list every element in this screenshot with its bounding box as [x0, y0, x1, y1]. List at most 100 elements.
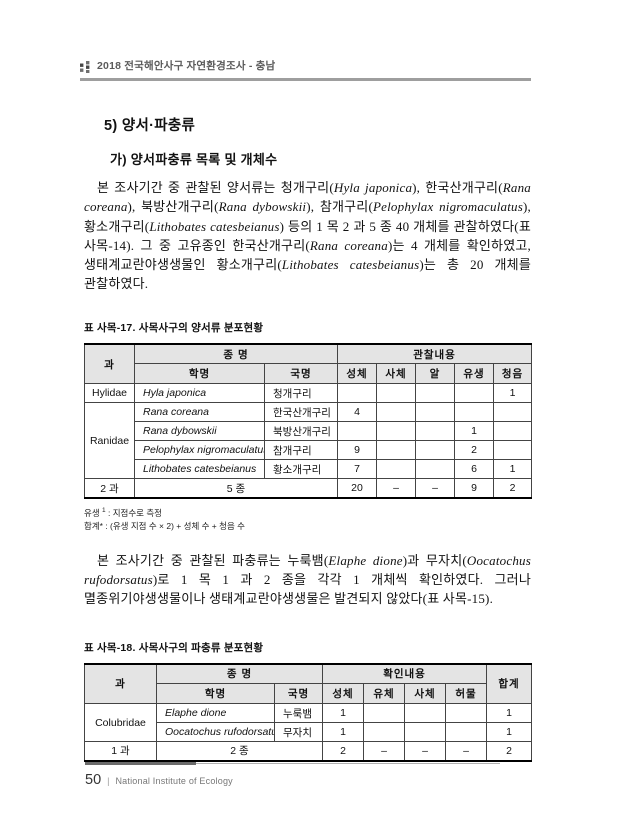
header-row: 학명 국명 성체 사체 알 유생 청음 — [85, 363, 533, 385]
cell-total: 1 — [486, 703, 533, 723]
text-run: )는 4 개체를 확인하였고, 생태계교란야생생물인 황소개구리( — [84, 237, 531, 273]
col-juvenile: 유체 — [363, 683, 405, 704]
reptile-table: 과 종 명 확인내용 합계 학명 국명 성체 유체 사체 허물 Colubrid… — [84, 662, 533, 762]
page-number: 50 — [85, 772, 102, 788]
footer-separator: | — [107, 776, 110, 786]
page-header: 2018 전국해안사구 자연환경조사 - 충남 — [0, 58, 619, 81]
cell-dead — [376, 421, 416, 442]
cell-korean-name: 참개구리 — [264, 440, 338, 461]
cell-species-total: 2 종 — [156, 741, 323, 761]
cell-call — [492, 440, 533, 461]
cell-dead — [376, 459, 416, 480]
table-row: Rana dybowskii 북방산개구리 1 — [85, 421, 533, 442]
text-run: )로 1 목 1 과 2 종을 각각 1 개체씩 확인하였다. 그러나 멸종위기… — [84, 571, 531, 607]
species-name: Hyla japonica — [333, 180, 413, 195]
table-header: 과 종 명 확인내용 합계 학명 국명 성체 유체 사체 허물 — [84, 663, 533, 704]
cell-call: 1 — [492, 459, 533, 480]
text-run: ), 북방산개구리( — [127, 199, 219, 215]
col-shed-skin: 허물 — [444, 683, 488, 704]
text-run: )는 총 20 개체를 관찰하였다. — [84, 257, 531, 292]
cell-total-sum: 2 — [486, 741, 533, 761]
table-caption: 표 사목-17. 사목사구의 양서류 분포현황 — [84, 321, 264, 334]
cell-egg — [415, 440, 455, 461]
cell-korean-name: 황소개구리 — [264, 459, 338, 480]
cell-adult: 7 — [337, 459, 377, 480]
cell-species-total: 5 종 — [134, 478, 338, 499]
cell-egg-total: – — [415, 478, 455, 499]
cell-larva — [454, 402, 494, 423]
cell-scientific-name: Hyla japonica — [134, 383, 265, 404]
col-family: 과 — [84, 343, 135, 385]
cell-dead — [376, 440, 416, 461]
species-name: Rana coreana — [84, 180, 531, 215]
col-confirmation-group: 확인내용 — [321, 663, 488, 684]
footnote: 유생 1 : 지점수로 측정 — [84, 504, 531, 520]
footer-divider-thin — [196, 763, 500, 764]
text-run: ) 등의 1 목 2 과 5 종 40 개체를 관찰하였다(표 사목-14). … — [84, 218, 531, 253]
col-korean-name: 국명 — [264, 363, 338, 385]
col-observation-group: 관찰내용 — [336, 343, 533, 365]
page-content: 5) 양서·파충류 가) 양서파충류 목록 및 개체수 본 조사기간 중 관찰된… — [0, 114, 619, 762]
col-scientific-name: 학명 — [134, 363, 265, 385]
table-body: Hylidae Hyla japonica 청개구리 1 Ranidae Ran… — [84, 383, 533, 499]
col-family: 과 — [84, 663, 157, 704]
cell-dead-total: – — [376, 478, 416, 499]
table-row: Lithobates catesbeianus 황소개구리 7 6 1 — [85, 459, 533, 480]
footer-text: 50 | National Institute of Ecology — [85, 772, 619, 788]
cell-dead — [404, 722, 446, 742]
col-total: 합계 — [486, 663, 533, 704]
cell-family: Ranidae — [84, 402, 135, 480]
cell-family: Hylidae — [84, 383, 135, 404]
col-korean-name: 국명 — [274, 683, 323, 704]
col-scientific-name: 학명 — [156, 683, 275, 704]
table-row: Colubridae Elaphe dione 누룩뱀 1 1 — [84, 703, 533, 742]
table-row: Oocatochus rufodorsatus 무자치 1 1 — [85, 722, 533, 742]
footnote-superscript: 1 — [102, 506, 106, 514]
table-caption: 표 사목-18. 사목사구의 파충류 분포현황 — [84, 641, 264, 654]
cell-adult — [337, 421, 377, 442]
cell-egg — [415, 383, 455, 404]
cell-egg — [415, 421, 455, 442]
species-name: Rana dybowskii — [218, 199, 307, 215]
species-name: Oocatochus rufodorsatus — [84, 552, 531, 587]
cell-dead — [404, 703, 446, 723]
cell-korean-name: 무자치 — [274, 722, 323, 742]
cell-shed-skin-total: – — [444, 741, 488, 761]
text-run: 본 조사기간 중 관찰된 양서류는 청개구리( — [97, 180, 334, 195]
footnote: 합계* : (유생 지점 수 × 2) + 성체 수 + 청음 수 — [84, 520, 245, 531]
summary-row: 2 과 5 종 20 – – 9 2 — [84, 478, 533, 499]
cell-scientific-name: Lithobates catesbeianus — [134, 459, 265, 480]
footer-divider-thick — [85, 762, 196, 765]
header-row: 과 종 명 관찰내용 — [84, 343, 533, 385]
header-divider — [80, 78, 531, 81]
cell-korean-name: 한국산개구리 — [264, 402, 338, 423]
cell-larva: 6 — [454, 459, 494, 480]
dots-icon — [80, 60, 91, 73]
cell-adult: 1 — [322, 703, 364, 723]
col-species-group: 종 명 — [156, 663, 323, 684]
cell-shed-skin — [444, 703, 488, 723]
section-heading: 5) 양서·파충류 — [104, 118, 196, 134]
cell-call — [492, 421, 533, 442]
species-name: Pelophylax nigromaculatus — [373, 199, 524, 215]
text-run: ), 한국산개구리( — [412, 180, 503, 195]
col-adult: 성체 — [337, 363, 377, 385]
species-name: Rana coreana — [309, 237, 388, 253]
text-run: ), 참개구리( — [306, 199, 373, 215]
col-dead: 사체 — [404, 683, 446, 704]
cell-juvenile-total: – — [363, 741, 405, 761]
cell-call: 1 — [492, 383, 533, 404]
cell-egg — [415, 459, 455, 480]
cell-family: Colubridae — [84, 703, 157, 742]
cell-shed-skin — [444, 722, 488, 742]
report-title: 2018 전국해안사구 자연환경조사 - 충남 — [97, 60, 276, 72]
table-row: Hylidae Hyla japonica 청개구리 1 — [84, 383, 533, 404]
cell-total: 1 — [486, 722, 533, 742]
col-adult: 성체 — [322, 683, 364, 704]
header-row: 2018 전국해안사구 자연환경조사 - 충남 — [80, 58, 531, 73]
col-species-group: 종 명 — [134, 343, 338, 365]
species-name: Elaphe dione — [328, 552, 403, 568]
text-run: )과 무자치( — [402, 552, 467, 568]
table-body: Colubridae Elaphe dione 누룩뱀 1 1 Oocatoch… — [84, 703, 533, 761]
col-larva: 유생 — [454, 363, 494, 385]
